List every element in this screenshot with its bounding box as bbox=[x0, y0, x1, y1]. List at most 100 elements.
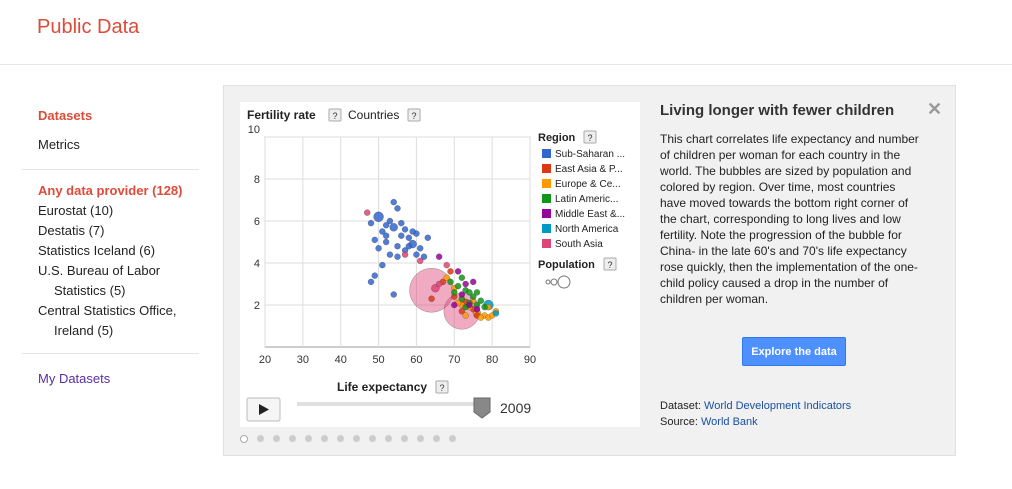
data-bubble[interactable] bbox=[382, 221, 390, 229]
data-bubble[interactable] bbox=[466, 301, 473, 309]
data-bubble[interactable] bbox=[477, 297, 485, 305]
data-bubble[interactable] bbox=[454, 282, 462, 290]
data-bubble[interactable] bbox=[466, 289, 473, 296]
legend-entry[interactable]: Middle East &... bbox=[555, 209, 625, 220]
play-button[interactable] bbox=[246, 397, 281, 422]
sidebar-any-provider[interactable]: Any data provider (128) bbox=[38, 183, 183, 198]
dataset-link[interactable]: World Development Indicators bbox=[704, 400, 852, 412]
data-bubble[interactable] bbox=[379, 261, 386, 269]
sidebar-provider-bls[interactable]: U.S. Bureau of Labor Statistics (5) bbox=[22, 261, 199, 301]
x-help-button[interactable]: ? bbox=[435, 380, 449, 394]
data-bubble[interactable] bbox=[401, 226, 409, 233]
y-metric-label[interactable]: Fertility rate bbox=[247, 108, 316, 122]
sidebar-provider-statistics-iceland[interactable]: Statistics Iceland (6) bbox=[38, 243, 156, 258]
data-bubble[interactable] bbox=[435, 253, 443, 260]
data-bubble[interactable] bbox=[367, 278, 375, 286]
sidebar-my-datasets[interactable]: My Datasets bbox=[38, 371, 111, 386]
data-bubble[interactable] bbox=[398, 219, 405, 227]
data-bubble[interactable] bbox=[375, 245, 382, 252]
sidebar-provider-eurostat[interactable]: Eurostat (10) bbox=[38, 203, 114, 218]
close-icon[interactable]: ✕ bbox=[927, 99, 943, 119]
slider-thumb[interactable] bbox=[473, 397, 491, 419]
data-bubble[interactable] bbox=[379, 228, 386, 235]
explore-data-button[interactable]: Explore the data bbox=[742, 337, 846, 366]
data-bubble[interactable] bbox=[462, 280, 469, 288]
legend-entry[interactable]: East Asia & P... bbox=[555, 164, 623, 175]
sidebar-metrics[interactable]: Metrics bbox=[38, 137, 80, 152]
data-bubble[interactable] bbox=[394, 242, 401, 250]
source-link[interactable]: World Bank bbox=[700, 416, 758, 428]
brand-title[interactable]: Public Data bbox=[37, 16, 140, 38]
data-bubble[interactable] bbox=[409, 228, 416, 235]
data-bubble[interactable] bbox=[458, 308, 466, 315]
legend-entry[interactable]: North America bbox=[555, 224, 619, 235]
color-by-label[interactable]: Countries bbox=[348, 108, 399, 122]
data-bubble[interactable] bbox=[435, 280, 443, 288]
data-bubble[interactable] bbox=[420, 253, 428, 260]
legend-entry[interactable]: Europe & Ce... bbox=[555, 179, 621, 190]
data-bubble[interactable] bbox=[405, 234, 413, 242]
data-bubble[interactable] bbox=[389, 223, 398, 232]
data-bubble[interactable] bbox=[413, 251, 420, 258]
carousel-dot[interactable] bbox=[273, 435, 280, 442]
data-bubble[interactable] bbox=[454, 268, 462, 275]
data-bubble[interactable] bbox=[416, 257, 424, 265]
data-bubble[interactable] bbox=[443, 274, 450, 281]
data-bubble[interactable] bbox=[416, 245, 424, 252]
data-bubble[interactable] bbox=[477, 314, 485, 321]
data-bubble[interactable] bbox=[492, 310, 500, 317]
data-bubble[interactable] bbox=[382, 238, 390, 246]
legend-entry[interactable]: South Asia bbox=[555, 239, 603, 250]
carousel-dot[interactable] bbox=[289, 435, 296, 442]
data-bubble[interactable] bbox=[447, 268, 454, 275]
region-help-button[interactable]: ? bbox=[583, 130, 597, 144]
carousel-dot[interactable] bbox=[240, 435, 248, 443]
data-bubble[interactable] bbox=[481, 303, 488, 311]
legend-entry[interactable]: Latin Americ... bbox=[555, 194, 618, 205]
data-bubble[interactable] bbox=[451, 289, 458, 296]
carousel-dot[interactable] bbox=[433, 435, 440, 442]
data-bubble[interactable] bbox=[386, 251, 394, 258]
carousel-dot[interactable] bbox=[401, 435, 408, 442]
color-help-button[interactable]: ? bbox=[407, 108, 421, 122]
data-bubble[interactable] bbox=[424, 234, 432, 242]
data-bubble[interactable] bbox=[394, 205, 401, 212]
x-metric-label[interactable]: Life expectancy bbox=[337, 380, 427, 394]
data-bubble[interactable] bbox=[473, 305, 481, 313]
data-bubble[interactable] bbox=[371, 272, 379, 279]
data-bubble[interactable] bbox=[394, 253, 401, 260]
data-bubble[interactable] bbox=[363, 209, 371, 216]
sidebar-datasets[interactable]: Datasets bbox=[38, 108, 93, 123]
carousel-dot[interactable] bbox=[353, 435, 360, 442]
data-bubble[interactable] bbox=[469, 293, 477, 300]
data-bubble[interactable] bbox=[451, 301, 458, 309]
sidebar-provider-destatis[interactable]: Destatis (7) bbox=[38, 223, 105, 238]
data-bubble[interactable] bbox=[462, 312, 469, 319]
data-bubble[interactable] bbox=[390, 291, 397, 298]
carousel-dot[interactable] bbox=[385, 435, 392, 442]
sidebar-provider-cso-ireland[interactable]: Central Statistics Office, Ireland (5) bbox=[22, 301, 199, 341]
carousel-dot[interactable] bbox=[257, 435, 264, 442]
y-help-button[interactable]: ? bbox=[328, 108, 342, 122]
data-bubble[interactable] bbox=[458, 274, 466, 281]
carousel-dot[interactable] bbox=[417, 435, 424, 442]
data-bubble[interactable] bbox=[367, 219, 375, 227]
data-bubble[interactable] bbox=[371, 236, 379, 244]
data-bubble[interactable] bbox=[398, 232, 405, 239]
data-bubble[interactable] bbox=[428, 295, 435, 302]
legend-entry[interactable]: Sub-Saharan ... bbox=[555, 149, 625, 160]
data-bubble[interactable] bbox=[373, 211, 384, 223]
region-legend[interactable]: Sub-Saharan ... East Asia & P... Europe & … bbox=[542, 149, 625, 250]
data-bubble[interactable] bbox=[401, 251, 409, 258]
time-slider-handle[interactable] bbox=[473, 397, 491, 419]
data-bubble[interactable] bbox=[382, 232, 390, 239]
data-bubble[interactable] bbox=[447, 278, 454, 286]
data-bubble[interactable] bbox=[390, 198, 397, 206]
data-bubble[interactable] bbox=[458, 291, 466, 298]
time-slider-track[interactable] bbox=[297, 402, 482, 406]
data-bubble[interactable] bbox=[405, 242, 413, 250]
population-help-button[interactable]: ? bbox=[603, 257, 617, 271]
bubble-chart[interactable]: Fertility rate ? Countries ? 20 30 40 50 60 7… bbox=[240, 102, 640, 427]
carousel-dot[interactable] bbox=[369, 435, 376, 442]
data-bubble[interactable] bbox=[443, 261, 450, 269]
